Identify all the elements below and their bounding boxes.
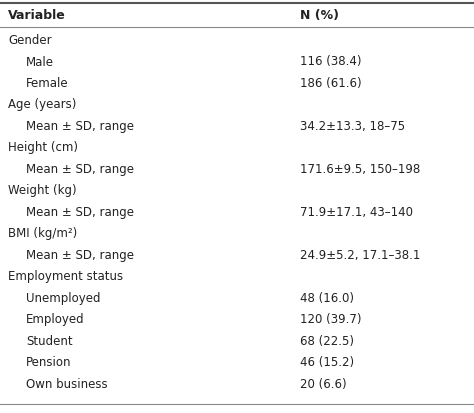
- Text: Female: Female: [26, 77, 69, 90]
- Text: Employed: Employed: [26, 313, 85, 326]
- Text: Gender: Gender: [8, 34, 52, 47]
- Text: BMI (kg/m²): BMI (kg/m²): [8, 227, 77, 240]
- Text: N (%): N (%): [300, 9, 339, 22]
- Text: 24.9±5.2, 17.1–38.1: 24.9±5.2, 17.1–38.1: [300, 248, 420, 261]
- Text: 34.2±13.3, 18–75: 34.2±13.3, 18–75: [300, 120, 405, 133]
- Text: 46 (15.2): 46 (15.2): [300, 356, 354, 369]
- Text: Own business: Own business: [26, 377, 108, 390]
- Text: Mean ± SD, range: Mean ± SD, range: [26, 248, 134, 261]
- Text: 116 (38.4): 116 (38.4): [300, 55, 362, 68]
- Text: Mean ± SD, range: Mean ± SD, range: [26, 163, 134, 176]
- Text: Unemployed: Unemployed: [26, 291, 100, 304]
- Text: 120 (39.7): 120 (39.7): [300, 313, 362, 326]
- Text: 71.9±17.1, 43–140: 71.9±17.1, 43–140: [300, 206, 413, 218]
- Text: Age (years): Age (years): [8, 98, 76, 111]
- Text: 20 (6.6): 20 (6.6): [300, 377, 346, 390]
- Text: Student: Student: [26, 334, 73, 347]
- Text: Mean ± SD, range: Mean ± SD, range: [26, 120, 134, 133]
- Text: Employment status: Employment status: [8, 270, 123, 283]
- Text: Mean ± SD, range: Mean ± SD, range: [26, 206, 134, 218]
- Text: Weight (kg): Weight (kg): [8, 184, 77, 197]
- Text: Variable: Variable: [8, 9, 66, 22]
- Text: 48 (16.0): 48 (16.0): [300, 291, 354, 304]
- Text: Height (cm): Height (cm): [8, 141, 78, 154]
- Text: Male: Male: [26, 55, 54, 68]
- Text: 68 (22.5): 68 (22.5): [300, 334, 354, 347]
- Text: 186 (61.6): 186 (61.6): [300, 77, 362, 90]
- Text: Pension: Pension: [26, 356, 72, 369]
- Text: 171.6±9.5, 150–198: 171.6±9.5, 150–198: [300, 163, 420, 176]
